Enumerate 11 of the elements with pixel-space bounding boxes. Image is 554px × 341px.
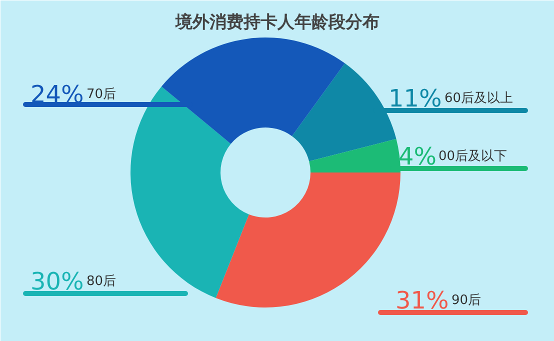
data-label: 30% — [30, 268, 84, 296]
data-label: 4% — [398, 142, 437, 170]
data-label: 11% — [388, 84, 442, 112]
data-label: 31% — [396, 286, 449, 314]
slice-label: 70后 — [86, 87, 116, 102]
slice-label: 90后 — [452, 293, 482, 308]
chart-title: 境外消费持卡人年龄段分布 — [174, 12, 380, 32]
data-label: 24% — [30, 80, 84, 108]
slice-label: 80后 — [86, 274, 116, 289]
slice-label: 60后及以上 — [444, 91, 514, 106]
slice-label: 00后及以下 — [438, 149, 508, 164]
